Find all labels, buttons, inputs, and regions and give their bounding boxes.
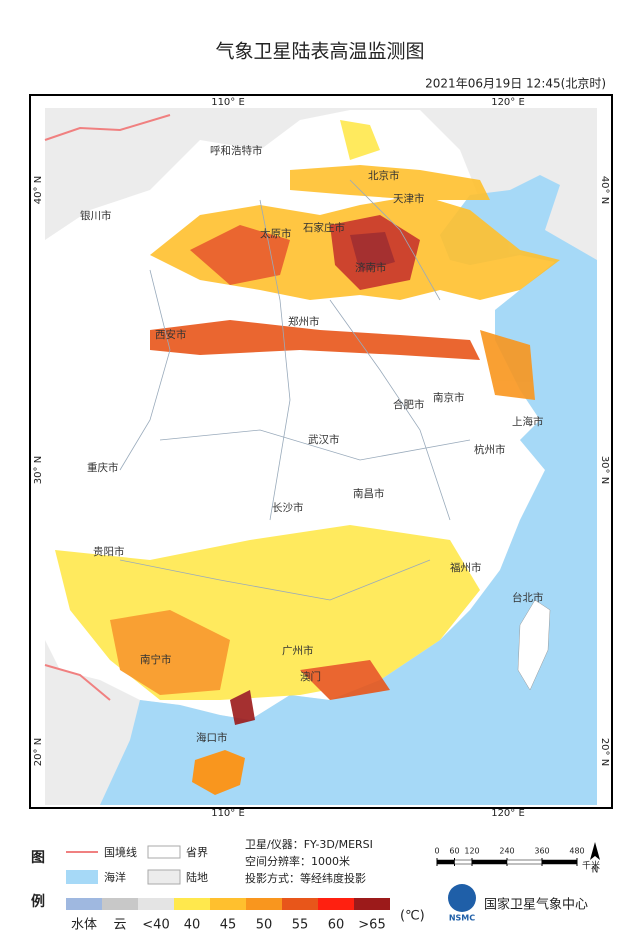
- city-label: 郑州市: [288, 315, 320, 328]
- class-label: 水体: [71, 918, 97, 933]
- legend-title: 图: [31, 850, 45, 866]
- class-label: 45: [220, 918, 237, 933]
- city-label: 台北市: [512, 591, 544, 604]
- resolution-info: 空间分辨率：1000米: [245, 854, 350, 868]
- class-swatch: [138, 898, 174, 910]
- lat-label: 30° N: [599, 456, 610, 484]
- city-label: 上海市: [512, 415, 544, 428]
- city-label: 西安市: [155, 328, 187, 341]
- agency-short: NSMC: [449, 914, 475, 923]
- city-label: 南昌市: [353, 487, 385, 500]
- class-label: >65: [358, 918, 385, 933]
- class-swatch: [210, 898, 246, 910]
- class-label: 云: [113, 918, 126, 933]
- scale-tick-label: 0: [434, 847, 439, 856]
- city-label: 呼和浩特市: [210, 144, 263, 157]
- city-label: 重庆市: [87, 461, 119, 474]
- scale-tick-label: 360: [534, 847, 549, 856]
- scale-segment: [454, 859, 473, 865]
- city-label: 武汉市: [308, 433, 340, 446]
- north-label: N: [592, 866, 599, 876]
- class-swatch: [174, 898, 210, 910]
- scale-tick-label: 120: [464, 847, 479, 856]
- city-label: 合肥市: [393, 398, 425, 411]
- scale-segment: [541, 859, 578, 865]
- class-label: 40: [184, 918, 201, 933]
- class-swatch: [354, 898, 390, 910]
- ocean-symbol: [66, 870, 98, 884]
- agency-name: 国家卫星气象中心: [484, 897, 588, 913]
- scale-segment: [506, 859, 543, 865]
- lat-label: 20° N: [33, 738, 44, 766]
- legend: 图 例 国境线 省界 海洋 陆地 卫星/仪器：FY-3D/MERSI 空间分辨率…: [31, 838, 600, 933]
- land-symbol: [147, 869, 181, 885]
- city-label: 福州市: [450, 561, 482, 574]
- scale-segment: [471, 859, 508, 865]
- city-labels: 呼和浩特市 北京市 天津市 银川市 太原市 石家庄市 济南市 郑州市 西安市 合…: [80, 144, 544, 744]
- class-swatch: [318, 898, 354, 910]
- lat-label: 30° N: [33, 456, 44, 484]
- legend-label: 省界: [186, 846, 208, 859]
- legend-label: 国境线: [104, 845, 137, 859]
- country-border: [44, 664, 111, 701]
- city-label: 天津市: [393, 192, 425, 205]
- lon-label: 120° E: [491, 97, 525, 108]
- class-swatch: [282, 898, 318, 910]
- title: 气象卫星陆表高温监测图: [215, 41, 424, 63]
- scale-unit: 千米: [582, 860, 600, 872]
- city-label: 北京市: [368, 169, 400, 182]
- legend-label: 陆地: [186, 870, 208, 884]
- north-arrow: [590, 842, 600, 860]
- ocean: [100, 175, 597, 805]
- class-swatch: [66, 898, 102, 910]
- city-label: 银川市: [80, 209, 112, 222]
- city-label: 石家庄市: [303, 221, 345, 234]
- city-label: 太原市: [260, 227, 292, 240]
- datetime: 2021年06月19日 12:45(北京时): [425, 77, 606, 91]
- scale-tick-label: 480: [569, 847, 584, 856]
- graticule-labels: 110° E 120° E 110° E 120° E 40° N 30° N …: [33, 97, 610, 819]
- hainan: [192, 750, 245, 795]
- taiwan: [517, 599, 551, 691]
- city-label: 长沙市: [272, 501, 304, 514]
- city-label: 南宁市: [140, 653, 172, 666]
- map-frame: [29, 94, 613, 809]
- class-swatch: [102, 898, 138, 910]
- lon-label: 110° E: [211, 808, 245, 819]
- city-label: 贵阳市: [93, 545, 125, 558]
- class-label: 60: [328, 918, 345, 933]
- agency-logo: [448, 884, 476, 912]
- province-borders: [119, 179, 471, 601]
- class-swatch: [246, 898, 282, 910]
- lat-label: 40° N: [599, 176, 610, 204]
- city-label: 海口市: [196, 731, 228, 744]
- satellite-info: 卫星/仪器：FY-3D/MERSI: [245, 838, 373, 851]
- scale-segment: [436, 859, 455, 865]
- lon-label: 120° E: [491, 808, 525, 819]
- scale-tick-label: 60: [449, 847, 459, 856]
- projection-info: 投影方式：等经纬度投影: [245, 871, 366, 885]
- class-label: 50: [256, 918, 273, 933]
- lat-label: 40° N: [33, 176, 44, 204]
- map: [44, 108, 597, 805]
- city-label: 广州市: [282, 644, 314, 657]
- lat-label: 20° N: [599, 738, 610, 766]
- province-border-symbol: [147, 845, 181, 859]
- legend-title: 例: [31, 893, 45, 910]
- heat-areas: [55, 120, 560, 725]
- lon-label: 110° E: [211, 97, 245, 108]
- city-label: 济南市: [355, 261, 387, 274]
- country-border: [44, 114, 171, 141]
- city-label: 澳门: [300, 670, 321, 683]
- class-label: 55: [292, 918, 309, 933]
- city-label: 南京市: [433, 391, 465, 404]
- legend-label: 海洋: [104, 870, 126, 884]
- class-label: <40: [142, 918, 169, 933]
- city-label: 杭州市: [474, 443, 506, 456]
- scale-tick-label: 240: [499, 847, 514, 856]
- temp-unit: (℃): [400, 909, 425, 924]
